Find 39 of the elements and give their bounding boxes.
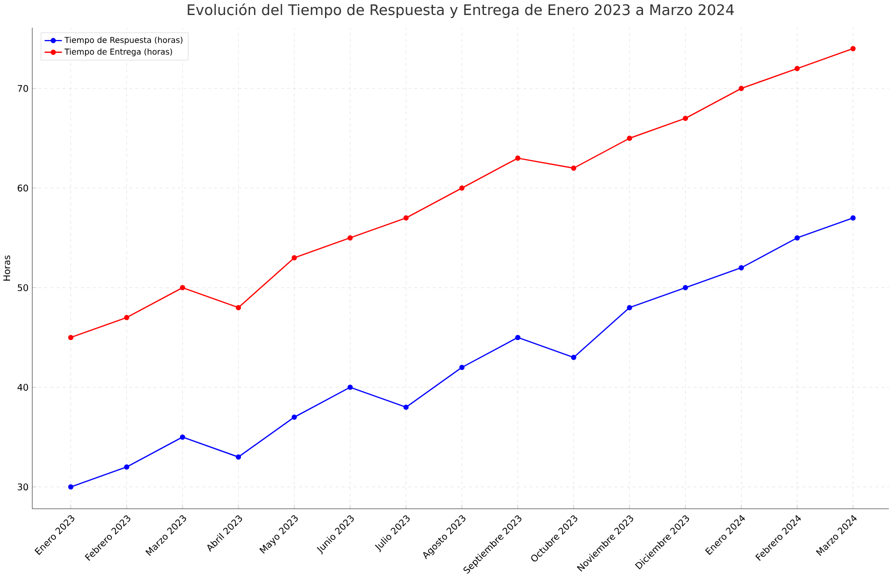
point xyxy=(348,234,353,240)
point xyxy=(68,484,74,490)
point xyxy=(180,434,186,440)
point xyxy=(850,215,856,220)
point xyxy=(626,135,632,141)
point xyxy=(236,304,242,310)
point xyxy=(682,115,688,121)
point xyxy=(738,264,744,270)
point xyxy=(403,215,409,220)
legend-label: Tiempo de Respuesta (horas) xyxy=(64,36,182,44)
y-tick-label: 60 xyxy=(18,184,28,192)
point xyxy=(682,284,688,290)
chart-title: Evolución del Tiempo de Respuesta y Entrega de Enero 2023 a Marzo 2024 xyxy=(188,3,734,18)
point xyxy=(68,334,74,340)
point xyxy=(571,354,576,360)
y-tick-label: 40 xyxy=(18,384,28,390)
y-axis-title: Horas xyxy=(3,255,10,280)
point xyxy=(124,464,130,470)
point xyxy=(738,86,744,91)
point xyxy=(515,155,520,161)
point xyxy=(180,284,186,290)
point xyxy=(571,165,576,171)
point xyxy=(459,364,465,370)
point xyxy=(403,404,409,410)
point xyxy=(348,384,353,390)
point xyxy=(850,46,856,51)
point xyxy=(626,304,632,310)
point xyxy=(459,185,465,190)
y-tick-label: 30 xyxy=(18,483,28,490)
y-tick-label: 50 xyxy=(18,284,28,291)
legend-label: Tiempo de Entrega (horas) xyxy=(64,48,172,56)
point xyxy=(292,254,297,260)
point xyxy=(292,414,297,420)
point xyxy=(794,234,800,240)
point xyxy=(236,454,242,460)
point xyxy=(124,314,130,320)
point xyxy=(515,334,520,340)
point xyxy=(794,66,800,71)
y-tick-label: 70 xyxy=(18,84,28,92)
